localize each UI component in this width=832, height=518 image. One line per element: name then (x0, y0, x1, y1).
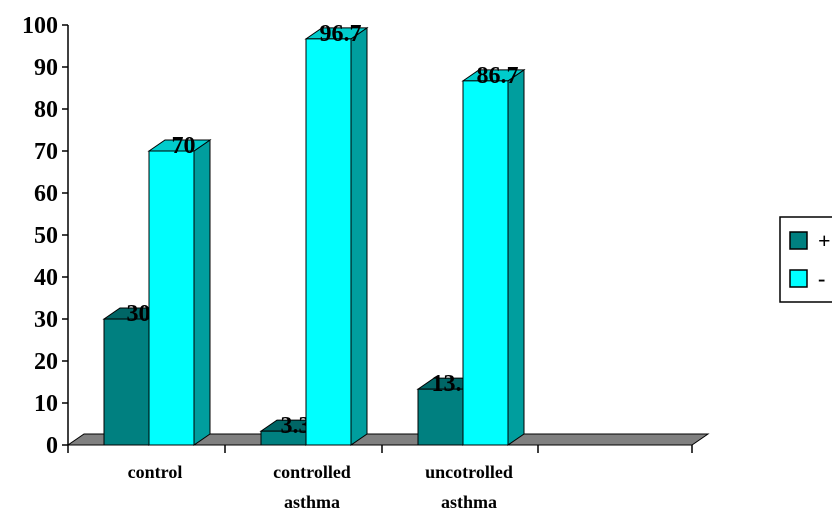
bar-side-minus (350, 26, 368, 446)
legend-swatch-plus (789, 231, 808, 250)
x-category-label: controlled asthma (273, 462, 351, 512)
legend-label: - (818, 266, 825, 291)
data-label: 30 (127, 301, 151, 327)
y-tick-label: 70 (34, 139, 58, 165)
y-tick-label: 10 (34, 391, 58, 417)
data-label: 86.7 (477, 63, 519, 89)
x-category-label-line: control (128, 462, 183, 482)
y-tick-label: 30 (34, 307, 58, 333)
bar-minus (305, 38, 352, 446)
legend-swatch-minus (789, 269, 808, 288)
legend-label: + (818, 228, 831, 253)
bar-plus (103, 318, 150, 446)
bar-side-minus (193, 139, 211, 446)
y-tick-label: 80 (34, 97, 58, 123)
y-tick-label: 60 (34, 181, 58, 207)
legend-box (779, 216, 832, 303)
bar-side-minus (507, 68, 525, 446)
y-tick-label: 100 (22, 13, 58, 39)
bar-minus (148, 150, 195, 446)
y-tick-label: 50 (34, 223, 58, 249)
x-category-label-line: asthma (284, 492, 340, 512)
y-tick-label: 40 (34, 265, 58, 291)
x-category-label: control (128, 462, 183, 482)
data-label: 96.7 (320, 21, 362, 47)
y-tick-label: 20 (34, 349, 58, 375)
bar-minus (462, 80, 509, 446)
x-category-label-line: asthma (441, 492, 497, 512)
x-category-label-line: uncotrolled (425, 462, 513, 482)
y-tick-label: 0 (46, 433, 58, 459)
x-category-label-line: controlled (273, 462, 351, 482)
bar-plus (417, 388, 464, 446)
y-tick-label: 90 (34, 55, 58, 81)
data-label: 70 (172, 133, 196, 159)
x-category-label: uncotrolled asthma (425, 462, 513, 512)
